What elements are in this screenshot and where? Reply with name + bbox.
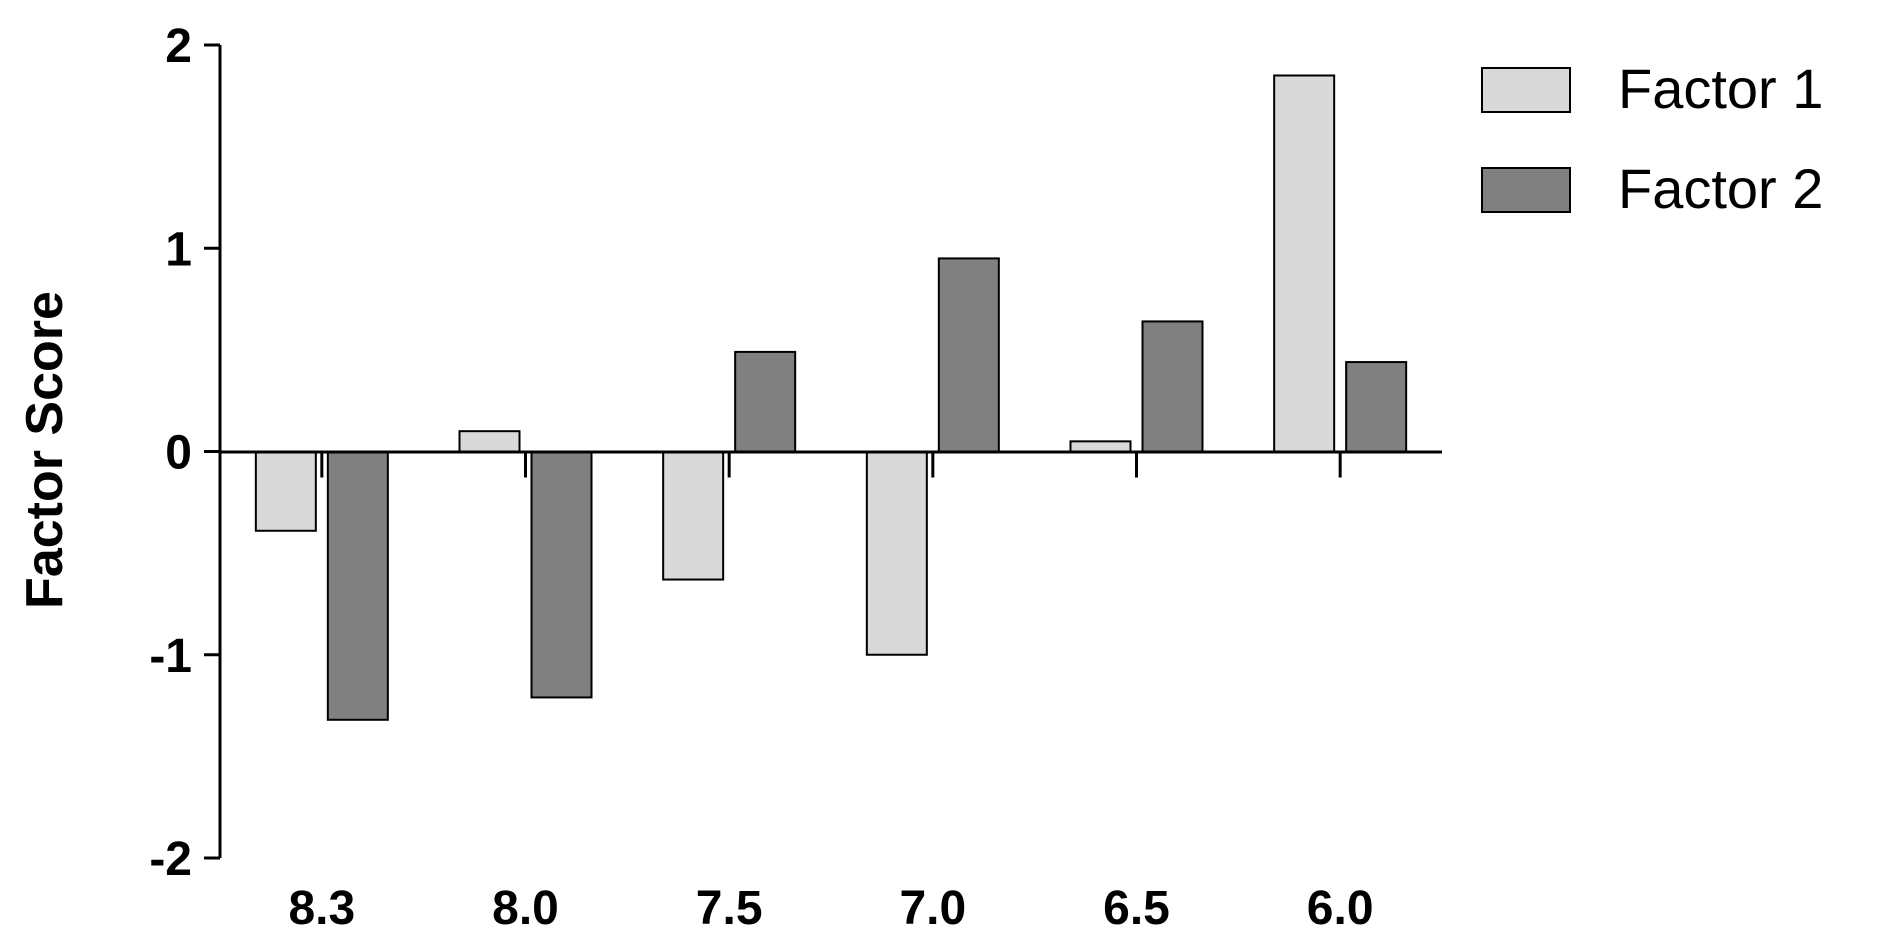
- x-ticks: 8.3 8.0 7.5 7.0 6.5 6.0: [288, 451, 1374, 935]
- x-tick-label: 7.0: [899, 882, 966, 935]
- legend-swatch-factor-2: [1481, 167, 1571, 213]
- bar-factor-2-7.0: [937, 257, 1000, 453]
- y-ticks: -2 -1 0 1 2: [149, 20, 220, 886]
- bars: [254, 74, 1408, 721]
- x-tick-label: 6.0: [1307, 882, 1374, 935]
- y-tick-label: 2: [165, 20, 192, 73]
- bar-factor-1-8.3: [254, 450, 317, 532]
- bar-factor-1-6.0: [1273, 74, 1336, 453]
- bar-factor-2-6.0: [1345, 361, 1408, 453]
- y-tick-label: -2: [149, 833, 192, 886]
- x-tick-label: 8.3: [288, 882, 355, 935]
- legend-swatch-factor-1: [1481, 67, 1571, 113]
- legend-label-factor-1: Factor 1: [1618, 57, 1823, 120]
- x-tick-label: 7.5: [696, 882, 763, 935]
- bar-factor-1-7.5: [662, 450, 725, 581]
- bar-factor-2-8.3: [326, 450, 389, 721]
- x-tick-label: 6.5: [1103, 882, 1170, 935]
- legend-label-factor-2: Factor 2: [1618, 157, 1823, 220]
- y-tick-label: 1: [165, 223, 192, 276]
- bar-factor-1-7.0: [865, 450, 928, 656]
- bar-factor-2-8.0: [530, 450, 593, 699]
- legend: Factor 1 Factor 2: [1481, 57, 1823, 220]
- bar-factor-2-7.5: [734, 350, 797, 453]
- bar-factor-2-6.5: [1141, 320, 1204, 453]
- bar-factor-1-6.5: [1069, 440, 1132, 453]
- x-tick-label: 8.0: [492, 882, 559, 935]
- y-axis-title: Factor Score: [16, 291, 74, 609]
- bar-factor-1-8.0: [458, 430, 521, 453]
- y-tick-label: -1: [149, 630, 192, 683]
- y-tick-label: 0: [165, 427, 192, 480]
